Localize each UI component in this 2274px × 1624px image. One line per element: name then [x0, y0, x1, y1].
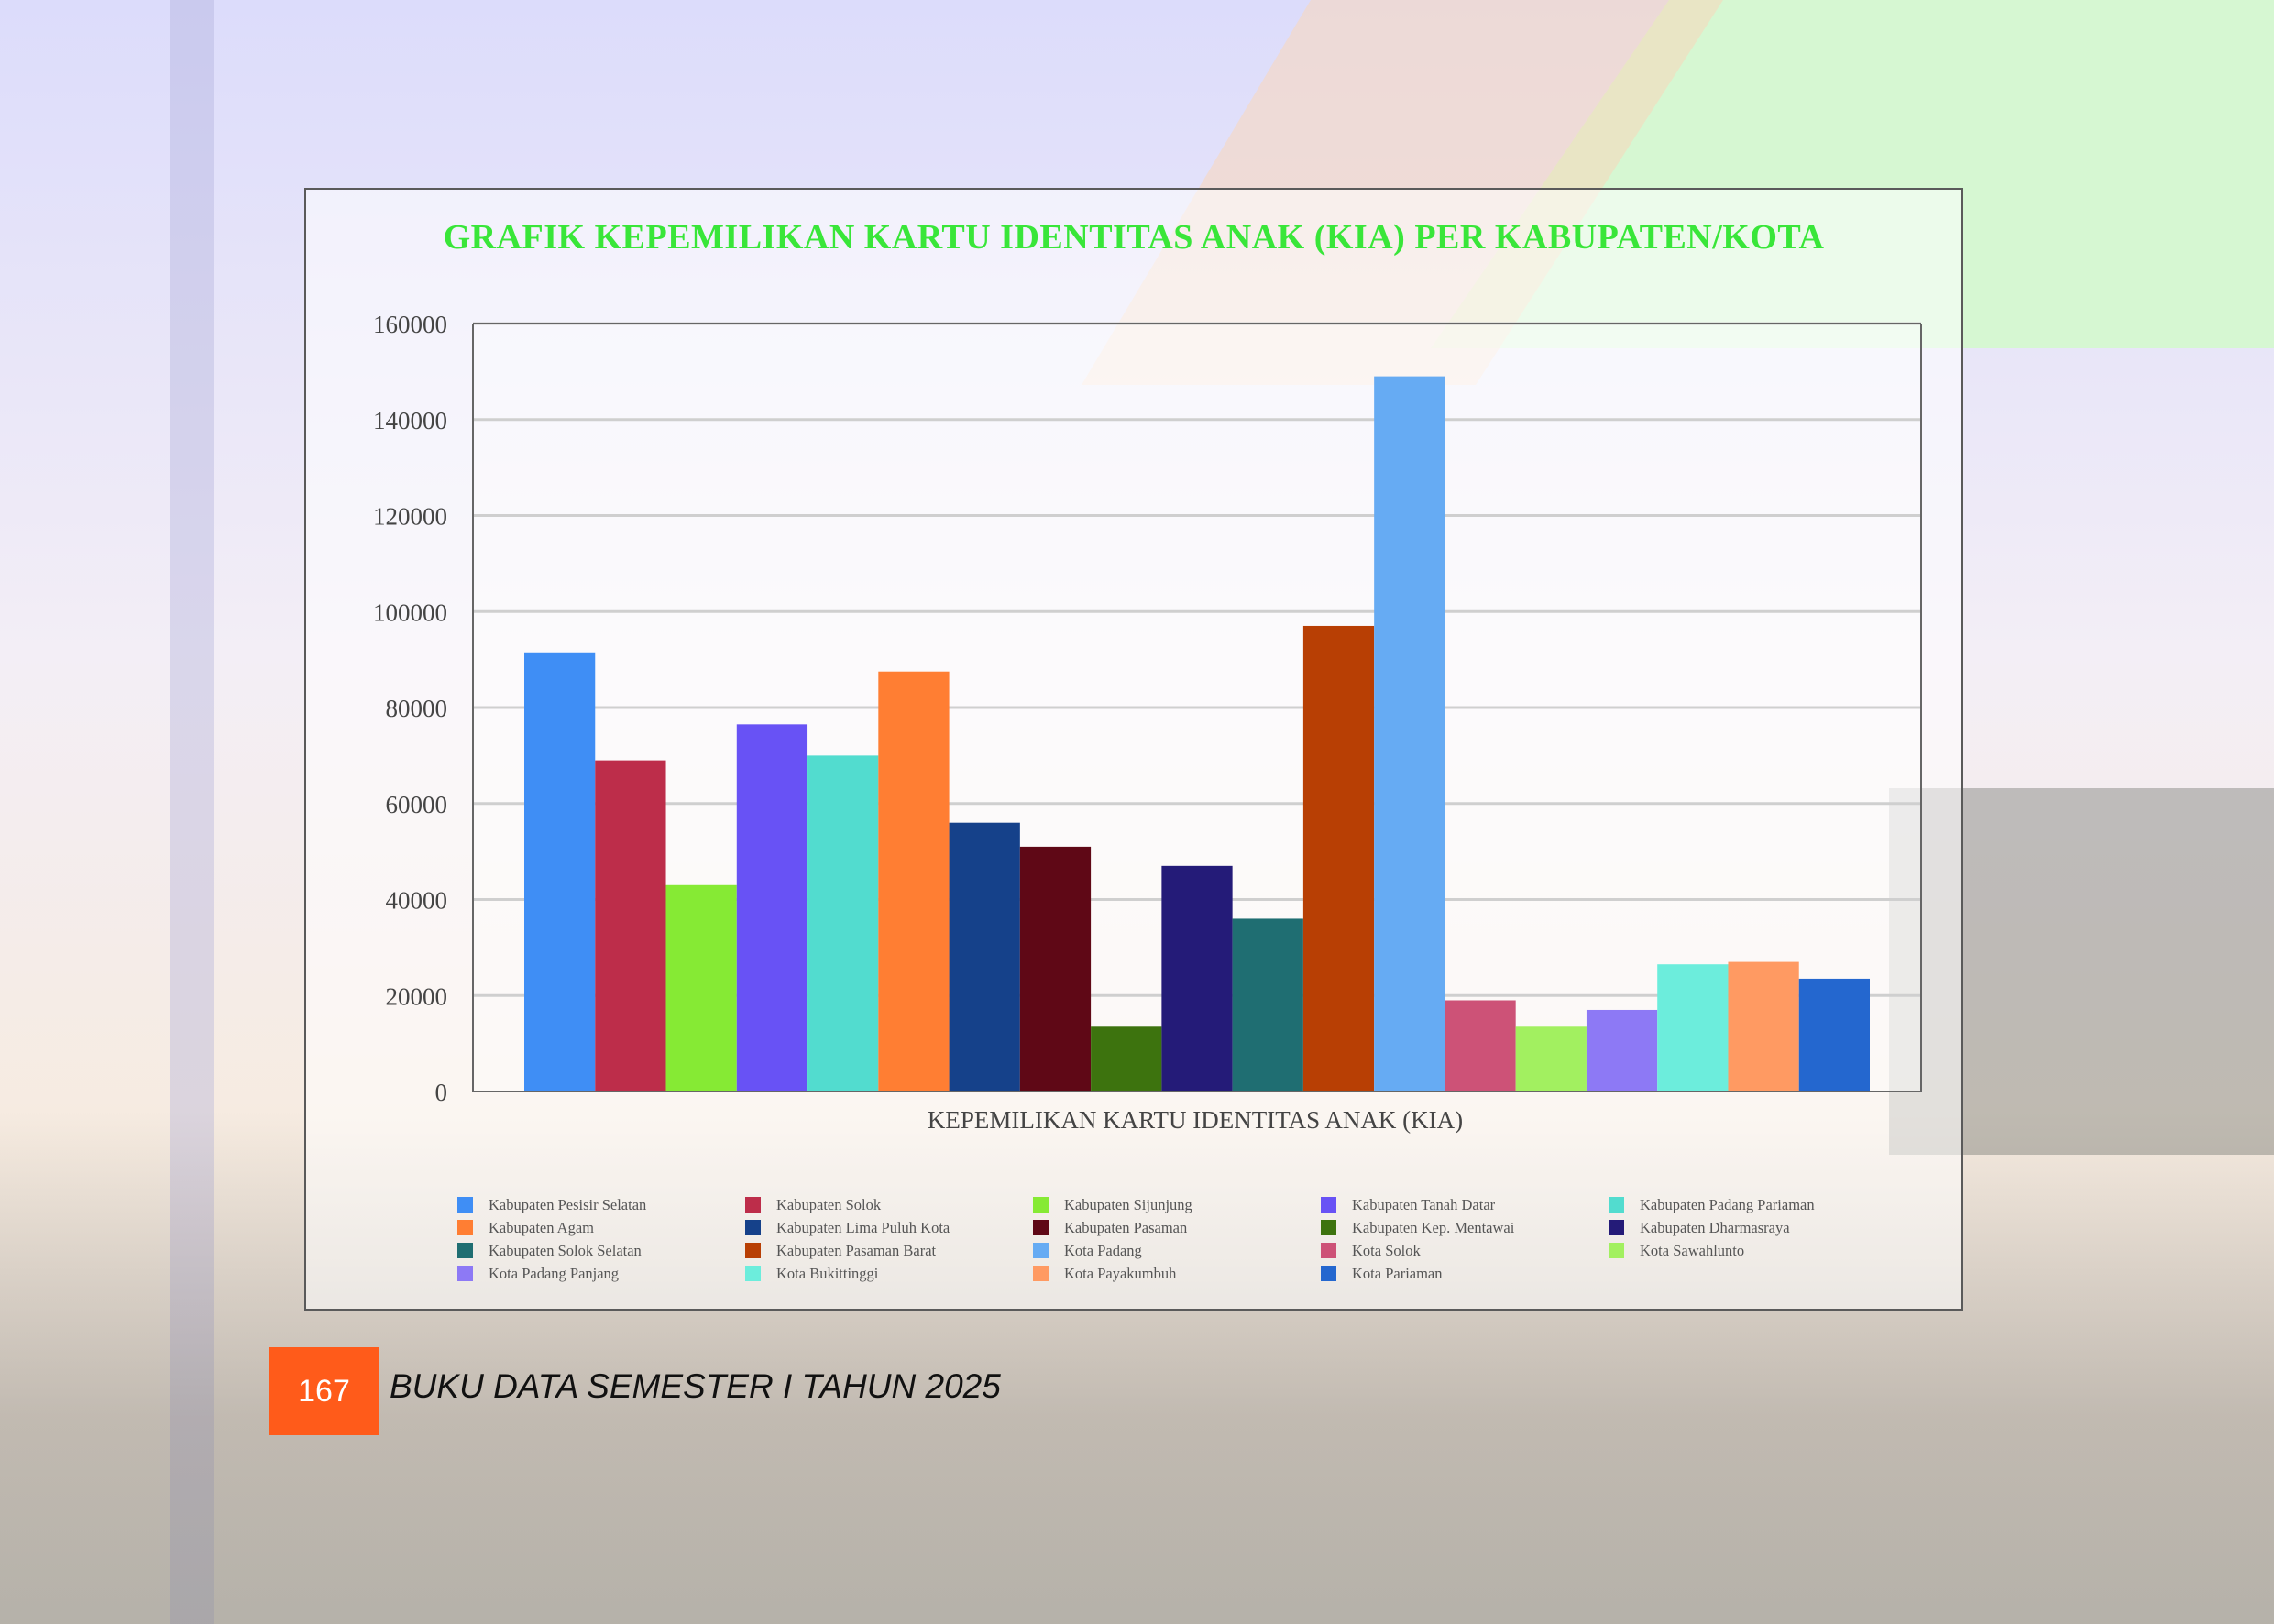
legend-item: Kabupaten Solok — [745, 1196, 1033, 1213]
bar — [1515, 1026, 1587, 1092]
legend-item: Kota Solok — [1321, 1242, 1609, 1259]
legend-swatch — [1609, 1243, 1624, 1258]
bar — [1657, 964, 1729, 1092]
legend-label: Kota Pariaman — [1352, 1264, 1443, 1282]
legend-swatch — [1609, 1220, 1624, 1235]
bar — [736, 724, 808, 1092]
y-tick-label: 160000 — [373, 311, 447, 338]
y-tick-label: 100000 — [373, 598, 447, 626]
legend-label: Kabupaten Kep. Mentawai — [1352, 1218, 1515, 1236]
legend-swatch — [1033, 1266, 1049, 1281]
legend-item: Kota Padang Panjang — [457, 1265, 745, 1282]
chart-legend: Kabupaten Pesisir Selatan Kabupaten Solok… — [457, 1196, 1924, 1282]
bar — [1302, 625, 1375, 1092]
y-tick-label: 60000 — [386, 791, 448, 818]
chart-container: GRAFIK KEPEMILIKAN KARTU IDENTITAS ANAK … — [304, 188, 1963, 1311]
bar — [524, 652, 596, 1092]
legend-item: Kabupaten Agam — [457, 1219, 745, 1236]
page-number-badge: 167 — [269, 1347, 379, 1435]
legend-swatch — [1033, 1243, 1049, 1258]
bar — [878, 671, 950, 1092]
bar — [1019, 846, 1092, 1092]
legend-label: Kabupaten Pesisir Selatan — [489, 1195, 647, 1213]
bar — [1232, 918, 1303, 1092]
legend-item: Kabupaten Padang Pariaman — [1609, 1196, 1896, 1213]
legend-label: Kabupaten Pasaman — [1064, 1218, 1188, 1236]
legend-item: Kabupaten Kep. Mentawai — [1321, 1219, 1609, 1236]
legend-swatch — [1321, 1197, 1336, 1213]
legend-swatch — [1609, 1197, 1624, 1213]
legend-item: Kabupaten Pesisir Selatan — [457, 1196, 745, 1213]
legend-swatch — [745, 1266, 761, 1281]
legend-label: Kota Solok — [1352, 1241, 1421, 1259]
legend-item: Kabupaten Lima Puluh Kota — [745, 1219, 1033, 1236]
bar — [665, 884, 737, 1092]
legend-swatch — [1033, 1220, 1049, 1235]
legend-label: Kabupaten Padang Pariaman — [1640, 1195, 1815, 1213]
legend-item: Kota Padang — [1033, 1242, 1321, 1259]
legend-swatch — [457, 1266, 473, 1281]
legend-item: Kota Payakumbuh — [1033, 1265, 1321, 1282]
y-tick-label: 40000 — [386, 887, 448, 915]
bar — [1586, 1009, 1658, 1092]
legend-label: Kabupaten Solok — [776, 1195, 882, 1213]
y-tick-label: 0 — [435, 1079, 448, 1106]
legend-item: Kabupaten Pasaman Barat — [745, 1242, 1033, 1259]
y-tick-label: 80000 — [386, 695, 448, 722]
legend-swatch — [745, 1243, 761, 1258]
y-tick-label: 140000 — [373, 407, 447, 434]
bar — [807, 755, 879, 1092]
legend-label: Kota Payakumbuh — [1064, 1264, 1177, 1282]
y-tick-label: 20000 — [386, 982, 448, 1010]
legend-swatch — [1321, 1243, 1336, 1258]
bar — [595, 760, 666, 1092]
legend-label: Kabupaten Dharmasraya — [1640, 1218, 1790, 1236]
legend-item: Kabupaten Pasaman — [1033, 1219, 1321, 1236]
legend-swatch — [1321, 1220, 1336, 1235]
legend-swatch — [1033, 1197, 1049, 1213]
legend-label: Kabupaten Sijunjung — [1064, 1195, 1192, 1213]
bar — [1374, 376, 1445, 1092]
background-stripe — [170, 0, 214, 1624]
legend-label: Kabupaten Agam — [489, 1218, 595, 1236]
legend-label: Kabupaten Pasaman Barat — [776, 1241, 937, 1259]
legend-label: Kabupaten Tanah Datar — [1352, 1195, 1496, 1213]
footer-title: BUKU DATA SEMESTER I TAHUN 2025 — [390, 1367, 1001, 1405]
legend-item: Kabupaten Dharmasraya — [1609, 1219, 1896, 1236]
bar — [1445, 1000, 1516, 1092]
legend-label: Kota Bukittinggi — [776, 1264, 879, 1282]
legend-swatch — [745, 1197, 761, 1213]
legend-swatch — [745, 1220, 761, 1235]
legend-label: Kota Padang Panjang — [489, 1264, 620, 1282]
x-axis-title: KEPEMILIKAN KARTU IDENTITAS ANAK (KIA) — [927, 1106, 1464, 1134]
bar — [1161, 865, 1233, 1092]
legend-swatch — [457, 1243, 473, 1258]
legend-item: Kabupaten Solok Selatan — [457, 1242, 745, 1259]
legend-label: Kabupaten Lima Puluh Kota — [776, 1218, 950, 1236]
legend-swatch — [457, 1220, 473, 1235]
legend-label: Kota Sawahlunto — [1640, 1241, 1745, 1259]
chart-title: GRAFIK KEPEMILIKAN KARTU IDENTITAS ANAK … — [443, 218, 1825, 257]
bar — [949, 822, 1020, 1092]
bar — [1798, 978, 1870, 1092]
bar — [1091, 1026, 1162, 1092]
y-tick-label: 120000 — [373, 503, 447, 531]
legend-item: Kabupaten Tanah Datar — [1321, 1196, 1609, 1213]
legend-label: Kota Padang — [1064, 1241, 1142, 1259]
legend-swatch — [1321, 1266, 1336, 1281]
legend-swatch — [457, 1197, 473, 1213]
legend-item: Kota Pariaman — [1321, 1265, 1609, 1282]
legend-label: Kabupaten Solok Selatan — [489, 1241, 642, 1259]
bar-chart: 0 20000 40000 60000 80000 100000 120000 140000 1… — [373, 311, 1922, 1106]
legend-item: Kota Sawahlunto — [1609, 1242, 1896, 1259]
legend-item: Kabupaten Sijunjung — [1033, 1196, 1321, 1213]
legend-item: Kota Bukittinggi — [745, 1265, 1033, 1282]
bar — [1728, 961, 1799, 1092]
